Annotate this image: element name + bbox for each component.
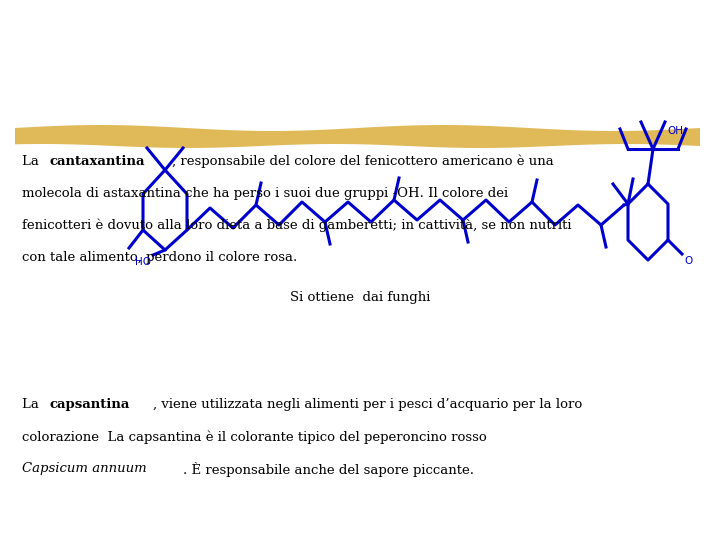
Text: La: La <box>22 398 43 411</box>
Text: . È responsabile anche del sapore piccante.: . È responsabile anche del sapore piccan… <box>183 462 474 477</box>
Text: capsantina: capsantina <box>49 398 130 411</box>
Text: colorazione  La capsantina è il colorante tipico del peperoncino rosso: colorazione La capsantina è il colorante… <box>22 430 487 443</box>
Text: cantaxantina: cantaxantina <box>49 155 145 168</box>
Text: OH: OH <box>667 126 683 136</box>
Text: O: O <box>684 256 692 266</box>
Text: , viene utilizzata negli alimenti per i pesci d’acquario per la loro: , viene utilizzata negli alimenti per i … <box>153 398 582 411</box>
Text: molecola di astaxantina che ha perso i suoi due gruppi -OH. Il colore dei: molecola di astaxantina che ha perso i s… <box>22 187 508 200</box>
Text: , responsabile del colore del fenicottero americano è una: , responsabile del colore del fenicotter… <box>173 155 554 168</box>
Text: La: La <box>22 155 43 168</box>
Text: con tale alimento, perdono il colore rosa.: con tale alimento, perdono il colore ros… <box>22 251 297 264</box>
Text: Si ottiene  dai funghi: Si ottiene dai funghi <box>290 291 430 304</box>
Text: Capsicum annuum: Capsicum annuum <box>22 462 147 475</box>
Polygon shape <box>15 125 700 148</box>
Text: fenicotteri è dovuto alla loro dieta a base di gamberetti; in cattività, se non : fenicotteri è dovuto alla loro dieta a b… <box>22 219 572 233</box>
Text: HO: HO <box>135 257 151 267</box>
